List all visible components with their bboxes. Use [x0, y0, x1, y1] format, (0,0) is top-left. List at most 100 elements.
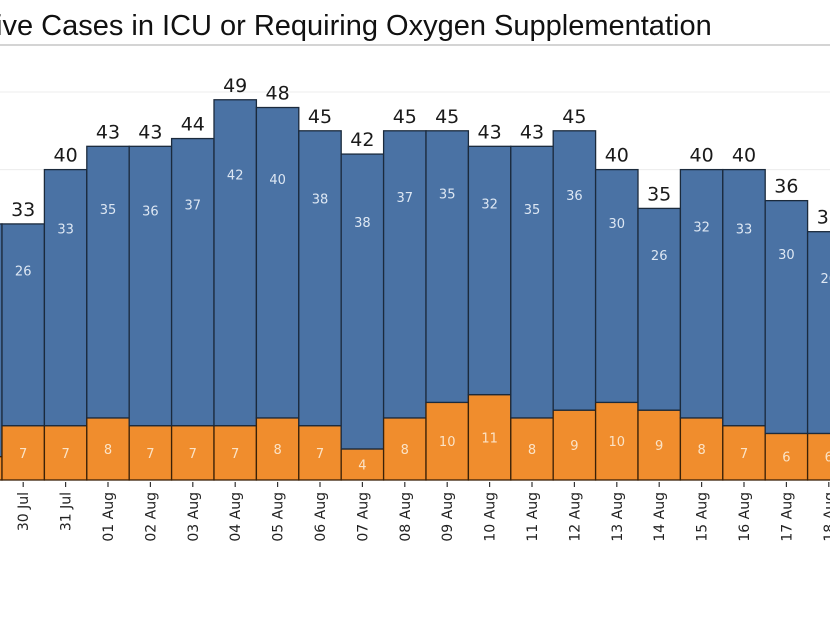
icu-value-label: 11	[481, 431, 498, 446]
total-label: 48	[266, 83, 290, 105]
bar-segment-oxygen	[340, 153, 385, 450]
oxygen-value-label: 35	[100, 203, 117, 218]
x-tick-label: 17 Aug	[779, 492, 795, 542]
bar-segment-oxygen	[679, 168, 724, 419]
x-tick-label: 08 Aug	[398, 492, 414, 542]
oxygen-value-label: 33	[57, 222, 74, 237]
x-tick-label: 31 Jul	[59, 492, 75, 531]
total-label: 40	[690, 145, 714, 167]
x-tick-label: 01 Aug	[101, 492, 117, 542]
bar-segment-icu	[213, 425, 258, 481]
icu-value-label: 10	[609, 435, 626, 450]
x-tick-label: 10 Aug	[483, 492, 499, 542]
oxygen-value-label: 32	[481, 197, 498, 212]
bar-segment-oxygen	[170, 137, 215, 427]
bar-segment-icu	[382, 417, 427, 481]
x-tick-label: 11 Aug	[525, 492, 541, 542]
oxygen-value-label: 32	[693, 221, 710, 236]
icu-value-label: 7	[316, 447, 324, 462]
bar-segment-oxygen	[637, 207, 682, 411]
oxygen-value-label: 26	[15, 264, 32, 279]
icu-value-label: 8	[528, 443, 536, 458]
total-label: 42	[350, 129, 374, 151]
x-tick-label: 05 Aug	[271, 492, 287, 542]
total-label: 36	[774, 176, 798, 198]
total-label: 43	[138, 121, 162, 143]
bar-segment-icu	[298, 425, 342, 481]
icu-value-label: 7	[189, 447, 197, 462]
icu-value-label: 7	[146, 447, 154, 462]
total-label: 44	[181, 114, 205, 136]
x-tick-label: 07 Aug	[355, 492, 371, 542]
icu-value-label: 8	[697, 443, 705, 458]
bar-segment-oxygen	[764, 199, 809, 435]
oxygen-value-label: 35	[439, 187, 456, 202]
oxygen-value-label: 38	[312, 193, 329, 208]
title-divider	[0, 44, 830, 46]
oxygen-value-label: 35	[524, 203, 541, 218]
x-tick-label: 04 Aug	[228, 492, 244, 542]
icu-value-label: 9	[655, 439, 663, 454]
oxygen-value-label: 37	[397, 191, 414, 206]
icu-value-label: 6	[782, 451, 790, 466]
icu-value-label: 8	[273, 443, 281, 458]
bars	[0, 99, 830, 481]
x-tick-label: 12 Aug	[567, 492, 583, 542]
chart-title: ive Cases in ICU or Requiring Oxygen Sup…	[0, 10, 712, 42]
total-label: 40	[732, 145, 756, 167]
bar-segment-oxygen	[298, 130, 342, 427]
bar-segment-oxygen	[425, 130, 470, 404]
x-tick-label: 16 Aug	[737, 492, 753, 542]
bar-segment-oxygen	[128, 145, 173, 427]
oxygen-value-label: 40	[269, 173, 286, 188]
total-label: 43	[520, 121, 544, 143]
total-label: 45	[393, 106, 417, 128]
icu-value-label: 8	[401, 443, 409, 458]
icu-value-label: 7	[231, 447, 239, 462]
x-tick-label: 13 Aug	[610, 492, 626, 542]
total-label: 45	[562, 106, 586, 128]
icu-value-label: 7	[19, 447, 27, 462]
total-label: 43	[96, 121, 120, 143]
total-label: 33	[11, 199, 35, 221]
bar-segment-icu	[510, 417, 554, 481]
total-label: 40	[605, 145, 629, 167]
total-label: 49	[223, 75, 247, 97]
bar-segment-oxygen	[806, 231, 830, 435]
bar-segment-oxygen	[722, 168, 766, 427]
bar-segment-oxygen	[467, 145, 512, 396]
total-label: 43	[478, 121, 502, 143]
bar-segment-icu	[637, 409, 682, 481]
x-tick-label: 09 Aug	[440, 492, 456, 542]
oxygen-value-label: 26	[651, 249, 668, 264]
icu-value-label: 7	[61, 447, 69, 462]
total-label: 32	[817, 207, 830, 229]
bar-segment-icu	[340, 448, 385, 481]
bar-segment-icu	[128, 425, 173, 481]
bar-segment-oxygen	[43, 168, 88, 427]
icu-value-label: 10	[439, 435, 456, 450]
icu-value-label: 8	[104, 443, 112, 458]
bar-segment-oxygen	[1, 223, 46, 427]
oxygen-value-label: 36	[142, 205, 159, 220]
icu-value-label: 7	[740, 447, 748, 462]
oxygen-value-label: 38	[354, 216, 371, 231]
oxygen-value-label: 30	[609, 217, 626, 232]
total-label: 35	[647, 183, 671, 205]
total-label: 45	[435, 106, 459, 128]
bar-segment-oxygen	[594, 168, 639, 404]
icu-value-label: 6	[825, 451, 830, 466]
total-label: 40	[54, 145, 78, 167]
x-axis: 30 Jul 31 Jul 01 Aug 02 Aug 03 Aug 04 Aug 05 A…	[16, 482, 830, 542]
bar-segment-icu	[764, 432, 809, 481]
icu-value-label: 4	[358, 458, 366, 473]
oxygen-value-label: 26	[821, 272, 830, 287]
oxygen-value-label: 37	[185, 199, 202, 214]
bar-segment-icu	[679, 417, 724, 481]
bar-segment-icu	[467, 393, 512, 481]
x-tick-label: 02 Aug	[143, 492, 159, 542]
x-tick-label: 18 Aug	[822, 492, 830, 542]
oxygen-value-label: 36	[566, 189, 583, 204]
x-tick-label: 06 Aug	[313, 492, 329, 542]
bar-segment-oxygen	[213, 99, 258, 427]
